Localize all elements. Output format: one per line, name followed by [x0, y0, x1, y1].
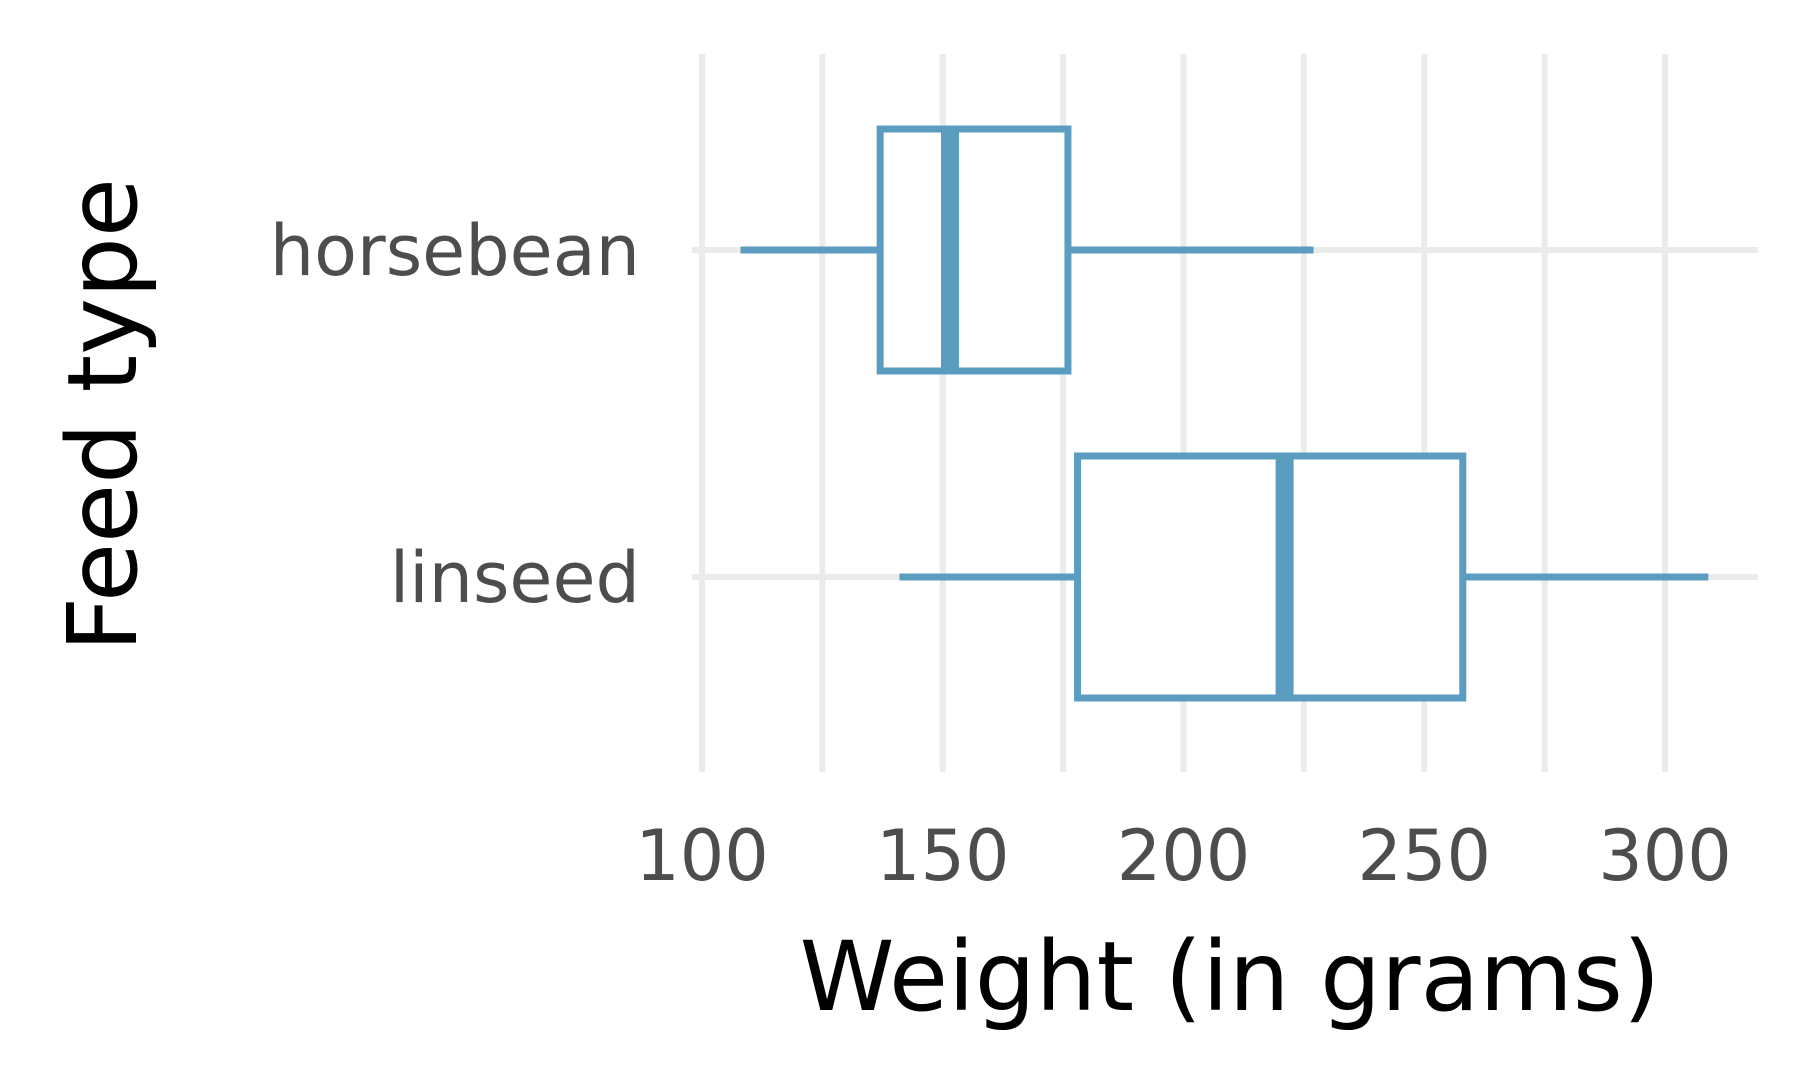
box-linseed: [899, 452, 1709, 702]
x-tick-label-100: 100: [635, 815, 769, 897]
x-tick-label-250: 250: [1357, 815, 1491, 897]
y-tick-label-horsebean: horsebean: [270, 210, 640, 292]
box-horsebean: [740, 125, 1314, 375]
tick-layer: 100 150 200 250 300 horsebean linseed: [270, 210, 1732, 897]
x-tick-label-200: 200: [1117, 815, 1251, 897]
box-rect-horsebean: [876, 125, 1072, 375]
y-tick-label-linseed: linseed: [390, 537, 640, 619]
box-layer: [740, 125, 1709, 702]
box-rect-linseed: [1074, 452, 1467, 702]
x-tick-label-150: 150: [876, 815, 1010, 897]
x-tick-label-300: 300: [1598, 815, 1732, 897]
y-axis-title: Feed type: [47, 178, 159, 652]
x-axis-title: Weight (in grams): [800, 921, 1661, 1033]
